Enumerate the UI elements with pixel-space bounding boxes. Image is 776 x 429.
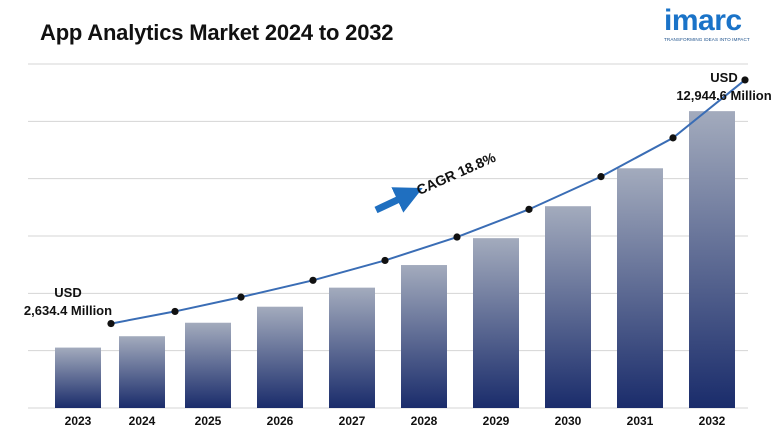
chart-title: App Analytics Market 2024 to 2032: [40, 20, 394, 45]
x-axis-ticks: 2023 2024 2025 2026 2027 2028 2029 2030 2031 2032: [65, 414, 726, 428]
trend-marker-2023: [107, 319, 115, 328]
x-tick-label: 2025: [195, 414, 222, 428]
logo-wordmark: imarc: [664, 4, 742, 37]
trend-marker-2030: [597, 173, 605, 181]
x-tick-label: 2024: [129, 414, 156, 428]
trend-marker-2026: [309, 276, 317, 284]
cagr-label: CAGR 18.8%: [414, 149, 498, 198]
x-tick-label: 2028: [411, 414, 438, 428]
trend-marker-2031: [669, 134, 677, 142]
trend-marker-2028: [453, 233, 461, 241]
end-currency-label: USD: [710, 70, 737, 85]
trend-markers: [107, 76, 749, 328]
x-tick-label: 2023: [65, 414, 92, 428]
trend-marker-2025: [237, 293, 245, 301]
end-value-label: 12,944.6 Million: [676, 88, 771, 103]
trend-marker-2029: [525, 205, 533, 213]
x-tick-label: 2032: [699, 414, 726, 428]
logo-tagline: TRANSFORMING IDEAS INTO IMPACT: [664, 37, 750, 42]
bar-2025: [185, 322, 231, 408]
bar-2023: [55, 347, 101, 408]
trend-line: [110, 79, 746, 325]
start-value-label: 2,634.4 Million: [24, 303, 112, 318]
imarc-logo: imarc TRANSFORMING IDEAS INTO IMPACT: [664, 6, 754, 46]
x-tick-label: 2029: [483, 414, 510, 428]
bars: [55, 111, 735, 408]
trend-marker-2032: [741, 76, 749, 84]
trend-marker-2024: [171, 307, 179, 316]
start-currency-label: USD: [54, 285, 81, 300]
bar-2030: [545, 206, 591, 408]
trend-marker-2027: [381, 256, 389, 265]
bar-2032: [689, 111, 735, 408]
bar-2029: [473, 238, 519, 408]
bar-2024: [119, 336, 165, 408]
bar-2027: [329, 287, 375, 408]
bar-2031: [617, 168, 663, 408]
cagr-arrow: [374, 187, 423, 214]
bar-2026: [257, 306, 303, 408]
x-tick-label: 2027: [339, 414, 366, 428]
x-tick-label: 2031: [627, 414, 654, 428]
bar-2028: [401, 265, 447, 408]
x-tick-label: 2030: [555, 414, 582, 428]
x-tick-label: 2026: [267, 414, 294, 428]
